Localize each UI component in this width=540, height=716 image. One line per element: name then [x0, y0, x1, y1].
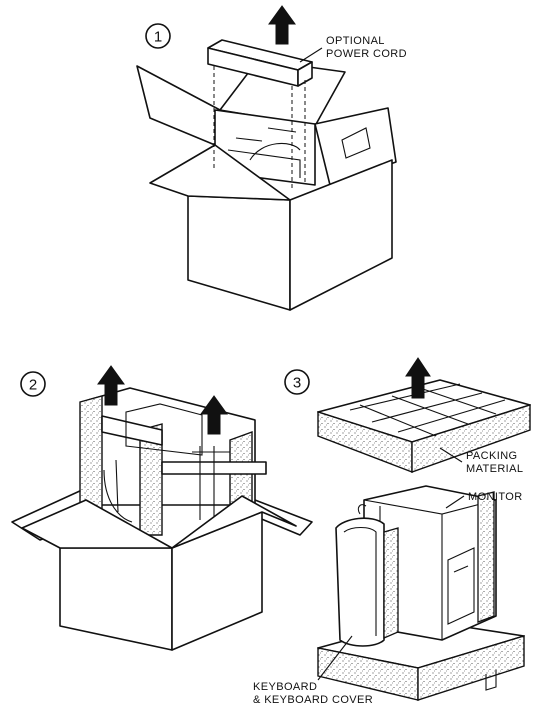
step-3-group: 3 PACKING MATERIAL [253, 357, 531, 706]
base-assembly [317, 485, 525, 701]
box-1-flap-label [341, 127, 371, 159]
lift-arrow-icon [200, 395, 228, 435]
keyboard-side-foam [383, 527, 399, 639]
optional-power-cord-label: OPTIONAL POWER CORD [299, 35, 407, 63]
foam-rail-top [101, 415, 163, 446]
lift-arrow-icon [97, 365, 125, 406]
monitor-side-foam [477, 491, 495, 623]
monitor-in-foam [125, 403, 203, 456]
svg-text:PACKING: PACKING [466, 450, 518, 462]
step-3-marker: 3 [284, 369, 310, 395]
base-foot [485, 670, 497, 691]
foam-grid-ribs [349, 383, 506, 437]
box-2-front-face [59, 547, 173, 651]
box-1-front-face [187, 195, 291, 311]
lift-arrow-icon [405, 357, 431, 399]
step-2-marker: 2 [20, 371, 46, 397]
box-1-front-flap [149, 144, 291, 201]
box-2-side-flap [171, 495, 297, 549]
step-1-number: 1 [154, 29, 162, 46]
foam-dividers [192, 446, 230, 520]
step-2-number: 2 [29, 377, 37, 394]
keyboard-cover [335, 517, 385, 647]
keyboard-detail [343, 504, 377, 636]
step-2-group: 2 [11, 365, 313, 651]
keyboard-label: KEYBOARD & KEYBOARD COVER [253, 635, 373, 706]
packing-material-label: PACKING MATERIAL [439, 447, 523, 475]
carton-end [297, 61, 313, 87]
step-1-box [136, 59, 397, 311]
foam-corner-post [139, 423, 163, 536]
monitor-label: MONITOR [445, 491, 523, 509]
svg-text:MONITOR: MONITOR [468, 491, 523, 503]
svg-text:POWER CORD: POWER CORD [326, 48, 407, 60]
step-1-group: 1 [136, 5, 407, 311]
svg-text:MATERIAL: MATERIAL [466, 463, 523, 475]
box-1-left-flap [136, 65, 221, 146]
foam-left-end [79, 395, 103, 513]
lift-arrow-icon [268, 5, 296, 45]
keyboard-in-foam [103, 459, 133, 523]
power-cord-carton [207, 39, 313, 188]
box-1-contents [227, 127, 301, 178]
box-1-right-face [289, 159, 393, 311]
base-side [417, 635, 525, 701]
step-1-marker: 1 [145, 23, 171, 49]
svg-text:OPTIONAL: OPTIONAL [326, 35, 385, 47]
box-2-right-face [171, 511, 263, 651]
packing-material-top [317, 357, 531, 474]
svg-text:KEYBOARD: KEYBOARD [253, 681, 317, 693]
foam-top-side [411, 404, 531, 473]
step-3-number: 3 [293, 375, 301, 392]
svg-text:& KEYBOARD COVER: & KEYBOARD COVER [253, 694, 373, 706]
monitor-cutout [447, 547, 475, 625]
